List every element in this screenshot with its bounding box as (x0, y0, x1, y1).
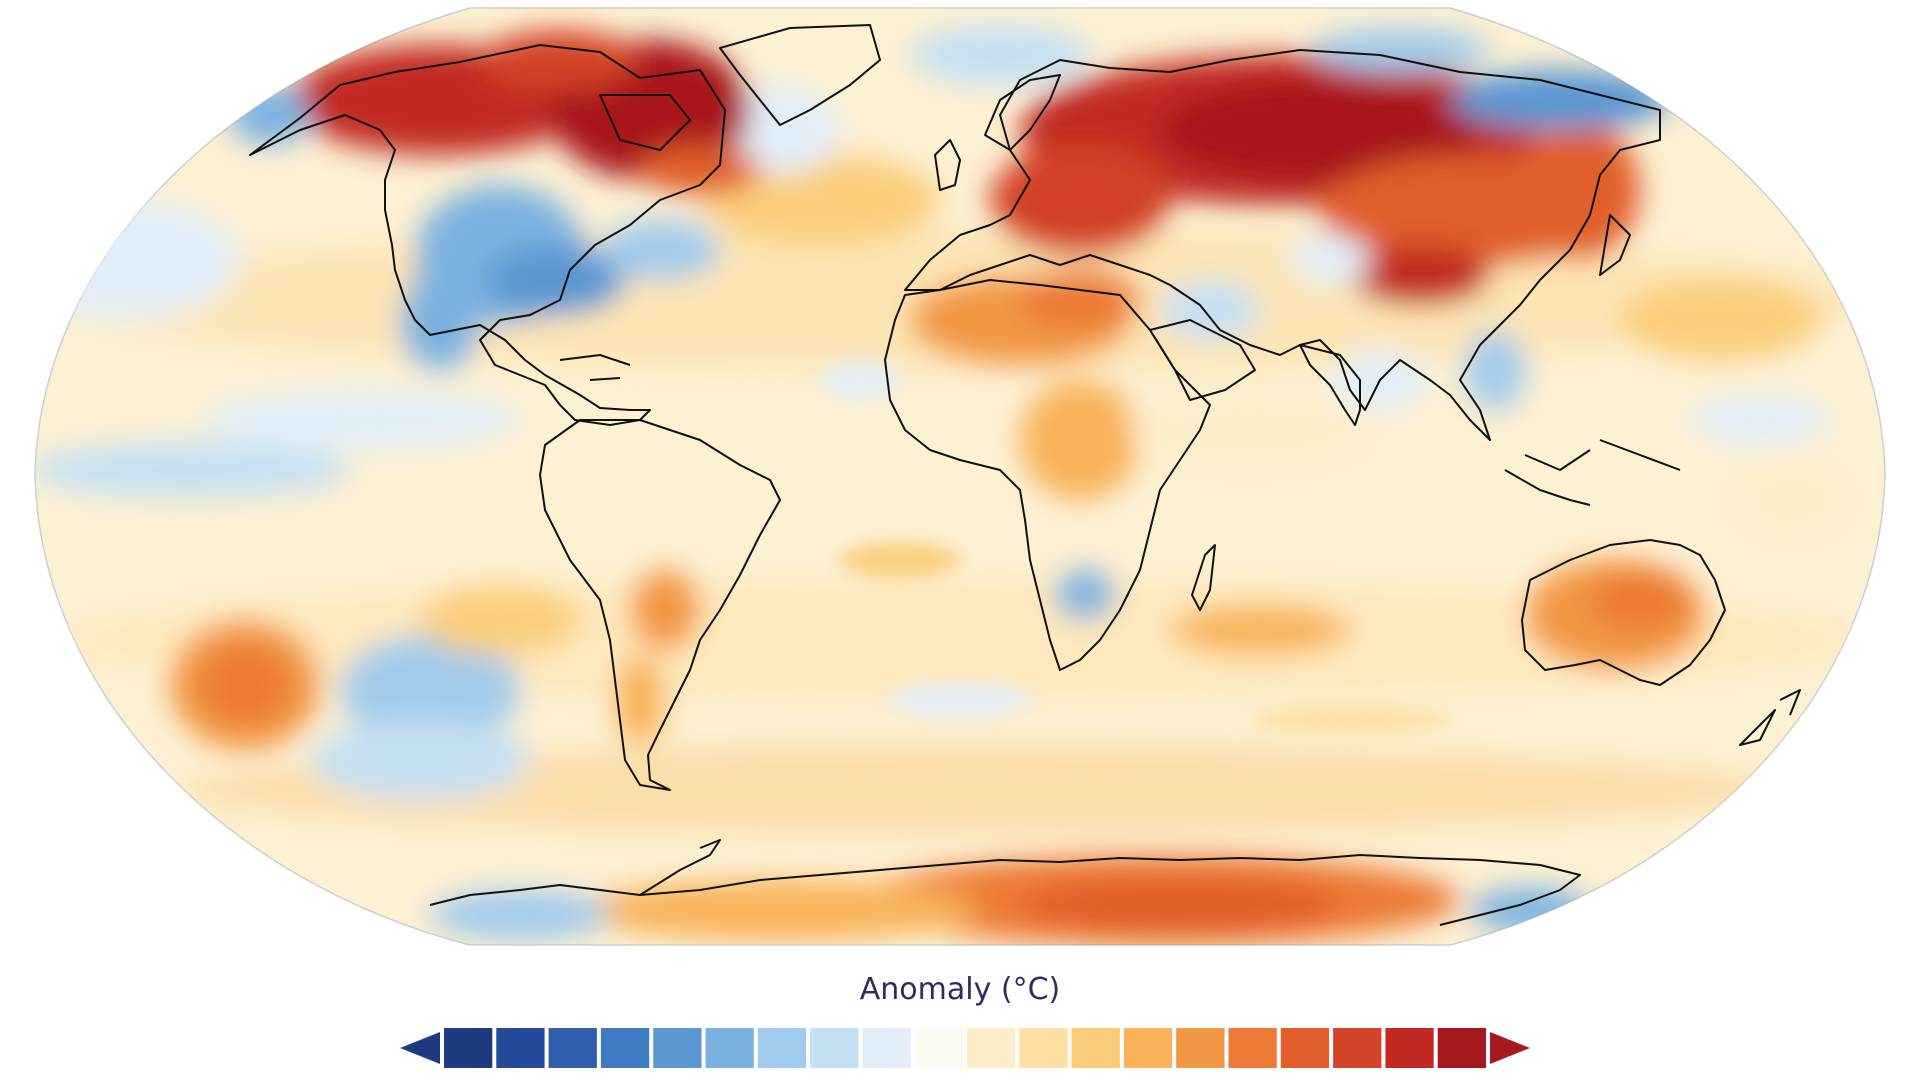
colorbar-swatch (757, 1028, 807, 1068)
coastline-africa (884, 279, 1211, 671)
temperature-anomaly-map (34, 7, 1886, 946)
colorbar (400, 1028, 1530, 1068)
colorbar-swatch (653, 1028, 702, 1068)
colorbar-over-arrow (1490, 1032, 1530, 1064)
colorbar-swatch (914, 1028, 963, 1068)
colorbar-swatch (1176, 1028, 1225, 1068)
colorbar-swatch (967, 1028, 1016, 1068)
colorbar-swatch (1228, 1028, 1277, 1068)
coastline-south-america (539, 419, 781, 791)
coastline-greenland (719, 24, 881, 126)
colorbar-swatch (1333, 1028, 1382, 1068)
colorbar-swatch (705, 1028, 754, 1068)
coastline-arabia (1149, 319, 1256, 401)
coastline-north-america (249, 44, 726, 426)
coastline-eurasia (904, 49, 1661, 441)
colorbar-swatch (444, 1028, 493, 1068)
colorbar-swatch (600, 1028, 650, 1068)
coastlines (249, 24, 1801, 926)
coastline-antarctic-peninsula (639, 839, 721, 896)
colorbar-swatch (1385, 1028, 1434, 1068)
coastline-madagascar (1191, 544, 1216, 611)
colorbar-swatch (496, 1028, 545, 1068)
colorbar-under-arrow (400, 1032, 440, 1064)
anomaly-field-layer (35, 25, 1860, 945)
colorbar-swatch (1071, 1028, 1120, 1068)
coastline-caribbean (559, 354, 631, 381)
coastline-australia (1521, 539, 1726, 686)
colorbar-swatch (810, 1028, 859, 1068)
coastline-new-zealand (1739, 689, 1801, 746)
coastline-scandinavia (984, 74, 1061, 151)
colorbar-swatch (548, 1028, 597, 1068)
coastline-uk (934, 139, 961, 191)
coastline-antarctica (429, 854, 1581, 926)
colorbar-swatch (1280, 1028, 1330, 1068)
coastline-hudson (599, 94, 691, 151)
colorbar-swatch (1437, 1028, 1486, 1068)
coastline-japan (1599, 214, 1631, 276)
coastline-india (1299, 344, 1361, 426)
coastline-indonesia (1504, 439, 1681, 506)
colorbar-title: Anomaly (°C) (859, 972, 1061, 1007)
colorbar-swatch (1019, 1028, 1068, 1068)
colorbar-swatch (862, 1028, 911, 1068)
colorbar-swatch (1123, 1028, 1173, 1068)
